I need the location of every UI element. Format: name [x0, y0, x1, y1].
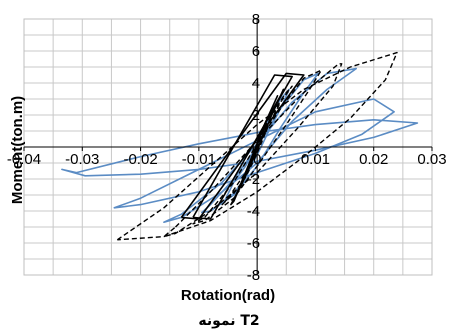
y-tick-label: 2	[252, 107, 260, 124]
y-tick-label: -6	[247, 235, 260, 252]
x-tick-label: 0	[253, 151, 261, 168]
hysteresis-loop	[163, 63, 343, 238]
y-axis-title: Moment(ton.m)	[9, 96, 26, 204]
x-tick-label: 0.02	[359, 151, 388, 168]
y-tick-label: 4	[252, 75, 260, 92]
series-2	[180, 72, 305, 220]
x-tick-label: -0.01	[182, 151, 216, 168]
chart-caption: نمونه T2	[198, 313, 259, 329]
y-tick-label: 0	[252, 139, 260, 156]
hysteresis-loop	[61, 119, 419, 177]
x-tick-labels: -0.04 -0.03 -0.02 -0.01 0 0.01 0.02 0.03	[7, 147, 447, 168]
x-tick-label: -0.02	[123, 151, 157, 168]
hysteresis-loop	[116, 51, 398, 241]
x-tick-label: -0.04	[7, 151, 41, 168]
x-tick-label: 0.01	[301, 151, 330, 168]
hysteresis-loop	[180, 72, 305, 220]
x-tick-label: -0.03	[65, 151, 99, 168]
y-tick-label: 6	[252, 43, 260, 60]
y-tick-label: 8	[252, 11, 260, 28]
horizontal-gridlines	[24, 34, 432, 260]
y-tick-label: -2	[247, 171, 260, 188]
y-tick-label: -4	[247, 203, 260, 220]
x-axis-title: Rotation(rad)	[181, 287, 275, 304]
hysteresis-loop	[192, 74, 293, 220]
y-tick-label: -8	[247, 267, 260, 284]
x-tick-label: 0.03	[417, 151, 446, 168]
y-tick-labels: -8 -6 -4 -2 0 2 4 6 8	[247, 11, 260, 284]
